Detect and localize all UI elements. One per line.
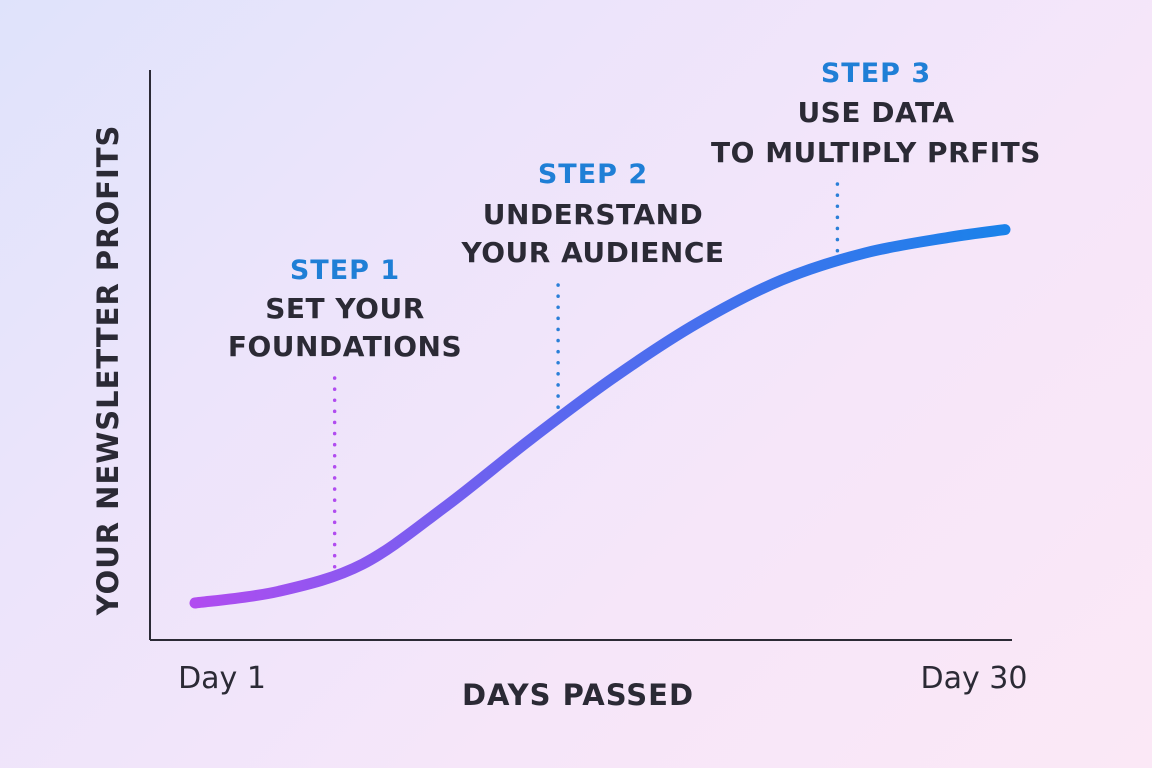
x-axis-title: DAYS PASSED [462, 678, 694, 712]
axes [149, 70, 1012, 641]
step-3-heading: STEP 3 [821, 58, 931, 89]
step-1-heading: STEP 1 [290, 255, 400, 286]
y-axis-title: YOUR NEWSLETTER PROFITS [91, 125, 125, 617]
step-2-text-line: UNDERSTAND [483, 198, 704, 231]
x-tick-labels: Day 1 Day 30 [178, 661, 1027, 696]
step-2-text-line: YOUR AUDIENCE [460, 236, 724, 269]
growth-curve [189, 224, 1011, 609]
x-tick-label: Day 30 [921, 661, 1028, 696]
step-annotations: STEP 1 SET YOUR FOUNDATIONS STEP 2 UNDERSTAN… [228, 58, 1041, 363]
step-3-text-line: USE DATA [797, 96, 954, 129]
step-2-heading: STEP 2 [538, 159, 648, 190]
step-1-text-line: FOUNDATIONS [228, 330, 462, 363]
step-guides [332, 182, 840, 571]
step-1-text-line: SET YOUR [265, 292, 425, 325]
x-tick-label: Day 1 [178, 661, 266, 696]
step-3-text-line: TO MULTIPLY PRFITS [711, 136, 1041, 169]
